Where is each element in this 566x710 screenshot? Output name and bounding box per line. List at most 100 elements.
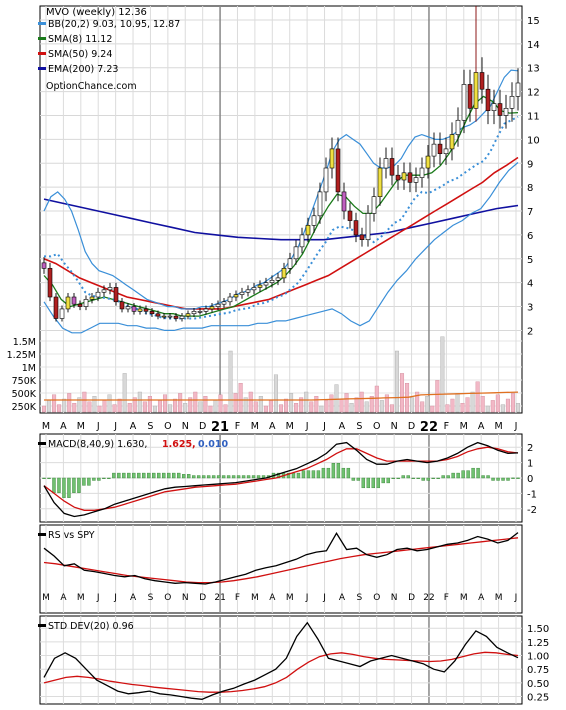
volume-bar — [425, 396, 430, 413]
x-axis-label-rs: O — [164, 593, 171, 603]
candle-up — [101, 289, 107, 293]
candle-down — [71, 296, 77, 305]
x-axis-label-rs: F — [235, 593, 240, 603]
x-axis-label: J — [305, 421, 309, 432]
macd-histogram-bar — [182, 474, 186, 479]
volume-bar — [198, 401, 203, 413]
price-tick-label: 8 — [527, 183, 533, 194]
macd-tick-label: -2 — [527, 505, 537, 516]
x-axis-label: J — [322, 421, 326, 432]
legend-swatch-bb — [38, 22, 46, 25]
macd-histogram-bar — [216, 475, 221, 479]
macd-histogram-bar — [446, 475, 450, 479]
volume-bar — [379, 400, 384, 413]
x-axis-label-rs: A — [478, 593, 485, 603]
price-legend: MVO (weekly) 12.36 BB(20,2) 9.03, 10.95,… — [38, 7, 180, 92]
volume-bar — [364, 401, 369, 413]
legend-swatch-sma50 — [38, 52, 46, 55]
x-axis-label: M — [286, 421, 294, 432]
volume-bar — [137, 391, 142, 413]
volume-bar — [314, 396, 319, 413]
volume-bar — [112, 404, 117, 413]
candle-up — [257, 284, 263, 288]
volume-tick-label: 750K — [12, 376, 37, 387]
volume-bar — [500, 404, 505, 413]
macd-histogram-bar — [506, 477, 510, 481]
x-axis-label: S — [356, 421, 362, 432]
volume-bar — [359, 391, 364, 413]
macd-histogram-bar — [177, 472, 181, 479]
price-tick-label: 12 — [527, 88, 540, 99]
macd-histogram-bar — [386, 477, 390, 484]
candle-up — [59, 308, 65, 319]
macd-histogram-bar — [476, 467, 480, 479]
x-axis-label-rs: N — [391, 593, 398, 603]
volume-bar — [223, 404, 228, 413]
x-axis-label: 22 — [420, 420, 438, 435]
std-title: STD DEV(20) 0.96 — [48, 621, 134, 632]
candle-down — [41, 262, 47, 269]
macd-histogram-bar — [466, 470, 470, 479]
macd-histogram-bar — [301, 470, 306, 479]
volume-bar — [47, 400, 52, 413]
std-tick-label: 1.25 — [527, 638, 549, 649]
volume-bar — [389, 404, 394, 413]
volume-bar — [142, 401, 147, 413]
candle-up — [305, 225, 311, 236]
x-axis-label-rs: J — [113, 593, 117, 603]
volume-bar — [339, 398, 344, 413]
candle-up — [509, 96, 515, 109]
x-axis-label-rs: A — [269, 593, 276, 603]
candle-up — [95, 291, 101, 298]
volume-tick-label: 500K — [12, 389, 37, 400]
macd-histogram-bar — [316, 470, 321, 479]
candle-up — [491, 103, 497, 112]
volume-bar — [152, 405, 157, 413]
volume-bar — [193, 391, 198, 413]
candle-up — [83, 299, 89, 307]
volume-bar — [465, 397, 470, 413]
x-axis-label-rs: M — [495, 593, 503, 603]
std-line — [43, 621, 519, 700]
volume-bar — [77, 397, 82, 413]
macd-histogram-bar — [426, 477, 430, 481]
volume-bar — [289, 393, 294, 413]
candle-up — [65, 296, 71, 310]
volume-bar — [107, 394, 112, 413]
candle-up — [89, 296, 95, 300]
volume-bar — [102, 400, 107, 413]
x-axis-label: A — [269, 421, 276, 432]
candle-down — [389, 158, 395, 176]
macd-histogram-bar — [286, 472, 291, 479]
volume-bar — [273, 374, 278, 413]
x-axis-label-rs: O — [373, 593, 380, 603]
volume-bar — [394, 350, 399, 413]
volume-bar — [243, 397, 248, 413]
legend-swatch-sma8 — [38, 37, 46, 40]
macd-histogram-bar — [67, 477, 71, 498]
macd-histogram-bar — [112, 472, 116, 479]
volume-bar — [238, 383, 243, 413]
legend-swatch-rs — [38, 533, 46, 536]
volume-bar — [228, 350, 233, 413]
macd-histogram-bar — [331, 463, 336, 479]
volume-bar — [127, 403, 132, 413]
volume-bar — [279, 404, 284, 413]
price-tick-label: 11 — [527, 111, 540, 122]
macd-histogram-bar — [416, 477, 420, 480]
volume-bar — [188, 397, 193, 413]
candle-up — [179, 315, 185, 319]
candle-up — [383, 158, 389, 169]
volume-bar — [67, 393, 72, 413]
macd-histogram-bar — [221, 475, 226, 479]
volume-bar — [450, 398, 455, 413]
candle-up — [473, 72, 479, 109]
macd-histogram-bar — [251, 475, 256, 479]
candle-up — [203, 308, 209, 312]
legend-swatch-macd — [38, 442, 46, 445]
macd-histogram-bar — [72, 477, 76, 493]
macd-histogram-bar — [167, 472, 171, 479]
std-tick-label: 1.00 — [527, 652, 549, 663]
macd-histogram-bar — [511, 477, 515, 479]
volume-bar — [374, 385, 379, 413]
